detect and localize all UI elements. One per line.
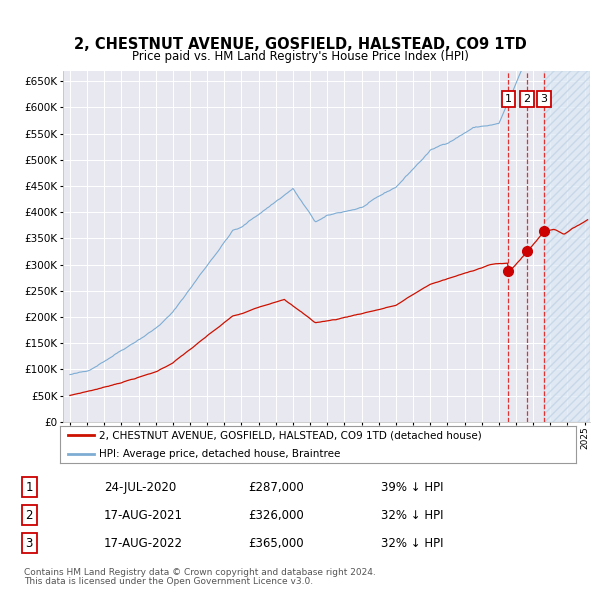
Text: 3: 3 [26,536,33,549]
Text: 2, CHESTNUT AVENUE, GOSFIELD, HALSTEAD, CO9 1TD (detached house): 2, CHESTNUT AVENUE, GOSFIELD, HALSTEAD, … [98,430,481,440]
Text: 2, CHESTNUT AVENUE, GOSFIELD, HALSTEAD, CO9 1TD: 2, CHESTNUT AVENUE, GOSFIELD, HALSTEAD, … [74,37,526,52]
Text: This data is licensed under the Open Government Licence v3.0.: This data is licensed under the Open Gov… [24,577,313,586]
Text: Price paid vs. HM Land Registry's House Price Index (HPI): Price paid vs. HM Land Registry's House … [131,50,469,63]
Bar [544,71,590,422]
Text: 2: 2 [523,94,530,104]
Text: HPI: Average price, detached house, Braintree: HPI: Average price, detached house, Brai… [98,449,340,459]
Text: 17-AUG-2022: 17-AUG-2022 [104,536,183,549]
Text: 32% ↓ HPI: 32% ↓ HPI [380,536,443,549]
Text: £365,000: £365,000 [248,536,304,549]
Text: 24-JUL-2020: 24-JUL-2020 [104,481,176,494]
Text: £287,000: £287,000 [248,481,304,494]
Text: 1: 1 [505,94,512,104]
Text: Contains HM Land Registry data © Crown copyright and database right 2024.: Contains HM Land Registry data © Crown c… [24,568,376,576]
Text: 3: 3 [541,94,547,104]
Text: 17-AUG-2021: 17-AUG-2021 [104,509,183,522]
Text: 2: 2 [26,509,33,522]
Text: 1: 1 [26,481,33,494]
Text: £326,000: £326,000 [248,509,304,522]
Text: 32% ↓ HPI: 32% ↓ HPI [380,509,443,522]
Text: 39% ↓ HPI: 39% ↓ HPI [380,481,443,494]
